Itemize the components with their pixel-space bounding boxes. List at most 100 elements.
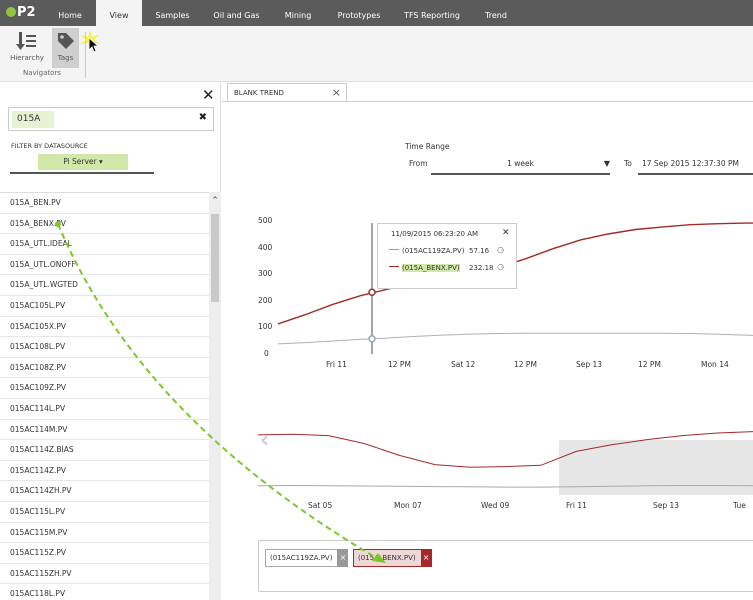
- close-panel-icon[interactable]: ✕: [202, 86, 215, 104]
- tooltip-action-icon[interactable]: ⚆: [497, 246, 505, 255]
- ribbon-separator: [85, 32, 86, 78]
- x-tick-label: Sat 12: [451, 360, 476, 369]
- tag-list-item[interactable]: 015AC114L.PV: [0, 399, 209, 420]
- tags-button[interactable]: Tags: [52, 28, 79, 68]
- tags-panel: ✕ 015A ✖ FILTER BY DATASOURCE Pi Server …: [0, 83, 221, 600]
- from-label: From: [409, 159, 428, 168]
- time-range-label: Time Range: [405, 142, 450, 151]
- navigator-x-tick-label: Mon 07: [394, 501, 422, 510]
- dropdown-arrow-icon: ▼: [603, 159, 610, 168]
- tag-list-item[interactable]: 015AC115Z.PV: [0, 543, 209, 564]
- tab-mining[interactable]: Mining: [284, 11, 312, 20]
- series-chip-015a-benx[interactable]: (015A_BENX.PV) ×: [353, 549, 432, 567]
- tag-list-item[interactable]: 015AC114Z.BIAS: [0, 440, 209, 461]
- tag-list: 015A_BEN.PV 015A_BENX.PV 015A_UTL.IDEAL 015…: [0, 192, 209, 600]
- chip-label: (015AC119ZA.PV): [265, 549, 349, 567]
- tooltip-action-icon[interactable]: ⚆: [497, 263, 505, 272]
- x-tick-label: Sep 13: [576, 360, 603, 369]
- logo-mark-icon: [6, 7, 16, 17]
- series-swatch: [389, 266, 399, 267]
- tooltip-date: 11/09/2015 06:23:20 AM: [391, 230, 479, 238]
- chevron-down-icon: ▾: [99, 157, 103, 166]
- to-label: To: [624, 159, 632, 168]
- y-tick-label: 200: [258, 295, 273, 305]
- tag-list-item[interactable]: 015AC115M.PV: [0, 523, 209, 544]
- tag-list-item[interactable]: 015AC114ZH.PV: [0, 481, 209, 502]
- tooltip-close-icon[interactable]: ✕: [502, 228, 510, 238]
- trend-tab-title: BLANK TREND: [234, 89, 284, 97]
- from-select[interactable]: 1 week ▼: [431, 153, 610, 175]
- navigator-x-tick-label: Tue: [733, 501, 746, 510]
- tab-divider: [222, 101, 753, 102]
- tooltip-row: (015A_BENX.PV) 232.18 ⚆: [389, 262, 504, 274]
- datasource-dropdown[interactable]: Pi Server ▾: [38, 154, 128, 170]
- tag-list-item[interactable]: 015A_UTL.IDEAL: [0, 234, 209, 255]
- x-tick-label: 12 PM: [638, 360, 661, 369]
- series-line-015ac119za: [277, 332, 753, 345]
- tooltip-series-name: (015A_BENX.PV): [402, 264, 460, 272]
- tooltip-row: (015AC119ZA.PV) 57.16 ⚆: [389, 245, 504, 257]
- tag-list-item[interactable]: 015AC114M.PV: [0, 420, 209, 441]
- y-tick-label: 500: [258, 216, 273, 225]
- tag-list-item[interactable]: 015AC105X.PV: [0, 317, 209, 338]
- x-tick-label: Mon 14: [701, 360, 729, 369]
- tag-list-item[interactable]: 015AC108Z.PV: [0, 358, 209, 379]
- tag-list-item[interactable]: 015AC109Z.PV: [0, 378, 209, 399]
- remove-chip-icon[interactable]: ×: [337, 549, 349, 567]
- navigator-chart[interactable]: [258, 423, 753, 495]
- tab-view[interactable]: View: [96, 0, 142, 26]
- x-tick-label: 12 PM: [388, 360, 411, 369]
- marker-015a-benx: [368, 288, 376, 296]
- trend-area: BLANK TREND × Time Range From 1 week ▼ To …: [222, 83, 753, 600]
- navigator-left-arrow-icon[interactable]: ‹: [260, 428, 270, 453]
- y-tick-label: 400: [258, 242, 273, 252]
- navigators-group-label: Navigators: [23, 69, 61, 77]
- tab-prototypes[interactable]: Prototypes: [337, 11, 381, 20]
- navigator-x-tick-label: Sat 05: [308, 501, 333, 510]
- to-datetime-input[interactable]: 17 Sep 2015 12:37:30 PM: [638, 153, 753, 175]
- clear-search-icon[interactable]: ✖: [198, 112, 207, 123]
- series-swatch: [389, 249, 399, 250]
- tag-list-item[interactable]: 015AC105L.PV: [0, 296, 209, 317]
- remove-chip-icon[interactable]: ×: [420, 549, 432, 567]
- tag-search-input[interactable]: 015A ✖: [8, 107, 214, 131]
- scroll-thumb[interactable]: [211, 214, 219, 302]
- search-value[interactable]: 015A: [12, 111, 55, 128]
- tag-list-item[interactable]: 015AC108L.PV: [0, 337, 209, 358]
- tag-list-item[interactable]: 015AC114Z.PV: [0, 461, 209, 482]
- tag-list-item[interactable]: 015A_BENX.PV: [0, 214, 209, 235]
- tab-tfs-reporting[interactable]: TFS Reporting: [404, 11, 460, 20]
- top-menu-bar: P2 Home View Samples Oil and Gas Mining …: [0, 0, 753, 26]
- scroll-up-icon[interactable]: ⌃: [211, 196, 219, 206]
- hierarchy-icon: [10, 28, 44, 54]
- tag-list-item[interactable]: 015A_BEN.PV: [0, 193, 209, 214]
- tooltip-series-name: (015AC119ZA.PV): [402, 247, 465, 255]
- series-chip-015ac119za[interactable]: (015AC119ZA.PV) ×: [265, 549, 349, 567]
- tag-list-item[interactable]: 015AC115L.PV: [0, 502, 209, 523]
- from-value: 1 week: [507, 159, 534, 168]
- tooltip-series-value: 57.16: [469, 247, 490, 255]
- tooltip-series-value: 232.18: [469, 264, 494, 272]
- tab-samples[interactable]: Samples: [155, 11, 190, 20]
- tab-trend[interactable]: Trend: [485, 11, 507, 20]
- navigator-x-tick-label: Wed 09: [481, 501, 510, 510]
- tag-list-item[interactable]: 015A_UTL.WGTED: [0, 275, 209, 296]
- datasource-value: Pi Server: [63, 157, 97, 166]
- tag-list-item[interactable]: 015A_UTL.ONOFF: [0, 255, 209, 276]
- tab-oil-and-gas[interactable]: Oil and Gas: [213, 11, 260, 20]
- series-chip-box[interactable]: (015AC119ZA.PV) × (015A_BENX.PV) ×: [258, 540, 753, 592]
- close-tab-icon[interactable]: ×: [331, 86, 341, 99]
- app-logo[interactable]: P2: [6, 4, 36, 22]
- tab-blank-trend[interactable]: BLANK TREND ×: [227, 83, 347, 102]
- tag-list-item[interactable]: 015AC115ZH.PV: [0, 564, 209, 585]
- tag-list-item[interactable]: 015AC118L.PV: [0, 584, 209, 600]
- y-tick-label: 300: [258, 269, 273, 279]
- navigator-x-tick-label: Sep 13: [653, 501, 680, 510]
- hierarchy-label: Hierarchy: [10, 54, 44, 62]
- datasource-underline: [10, 172, 154, 174]
- hierarchy-button[interactable]: Hierarchy: [10, 28, 44, 68]
- y-tick-label: 100: [258, 322, 273, 332]
- tag-list-scrollbar[interactable]: ⌃: [209, 192, 221, 600]
- tab-home[interactable]: Home: [58, 11, 82, 20]
- tag-icon: [52, 28, 79, 54]
